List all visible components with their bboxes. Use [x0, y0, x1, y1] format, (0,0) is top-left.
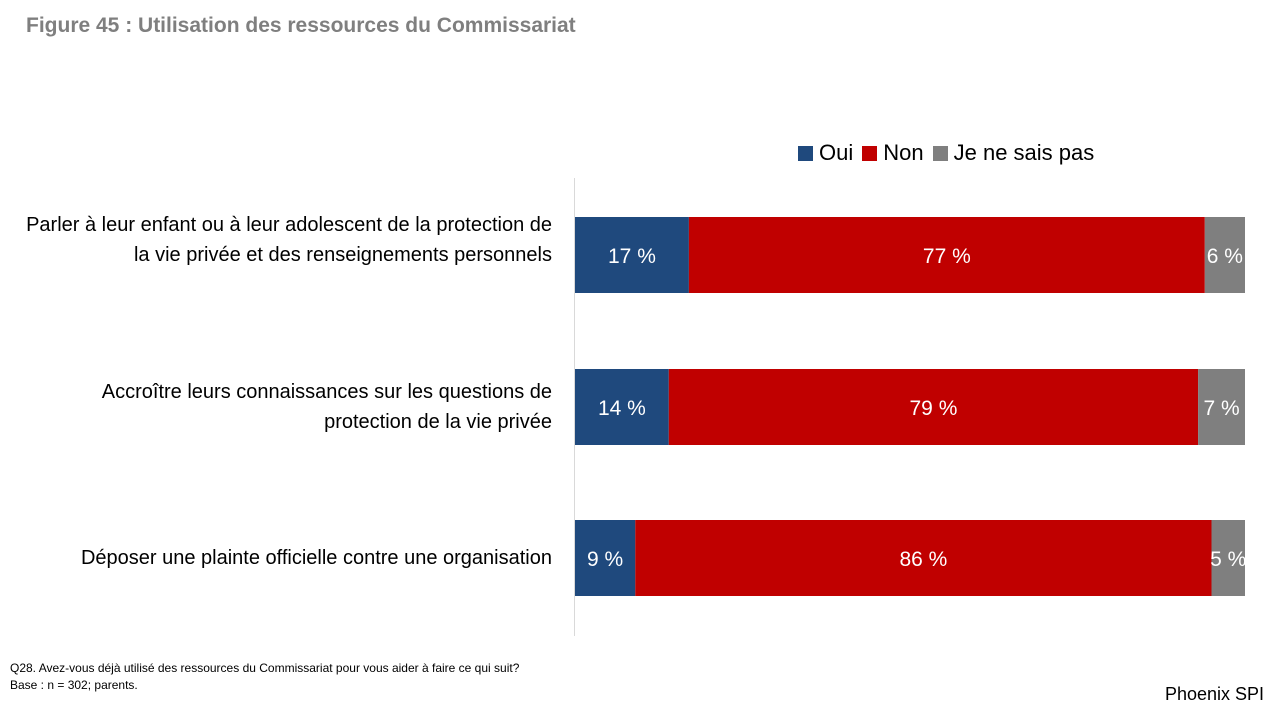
data-label-ne-sais-pas-2: 7 % [1203, 397, 1239, 420]
legend-swatch-non [862, 145, 878, 161]
legend-label-oui: Oui [819, 140, 854, 165]
bar-oui-3 [575, 520, 636, 596]
category-label-3: Déposer une plainte officielle contre un… [80, 547, 552, 569]
data-label-non-3: 86 % [899, 548, 947, 571]
footnote-question: Q28. Avez-vous déjà utilisé des ressourc… [10, 661, 520, 675]
data-label-oui-3: 9 % [587, 548, 623, 571]
legend-item-ne-sais-pas: Je ne sais pas [932, 140, 1095, 166]
bar-non-3 [635, 520, 1212, 596]
footnote: Q28. Avez-vous déjà utilisé des ressourc… [10, 660, 519, 694]
category-label-1: Parler à leur enfant ou à leur adolescen… [26, 214, 552, 266]
data-label-non-2: 79 % [910, 397, 958, 420]
category-label-2: Accroître leurs connaissances sur les qu… [101, 381, 552, 433]
chart-legend: Oui Non Je ne sais pas [798, 140, 1094, 166]
brand-logo-text: Phoenix SPI [1164, 684, 1264, 704]
data-label-non-1: 77 % [923, 245, 971, 268]
bar-ne-sais-pas-2 [1198, 369, 1245, 445]
bar-non-1 [688, 217, 1205, 293]
bar-ne-sais-pas-1 [1204, 217, 1245, 293]
legend-item-non: Non [862, 140, 924, 166]
bar-oui-1 [575, 217, 689, 293]
legend-swatch-ne-sais-pas [932, 145, 948, 161]
footnote-base: Base : n = 302; parents. [10, 678, 138, 692]
data-label-oui-2: 14 % [598, 397, 646, 420]
bar-ne-sais-pas-3 [1211, 520, 1245, 596]
data-label-oui-1: 17 % [608, 245, 656, 268]
legend-label-ne-sais-pas: Je ne sais pas [953, 140, 1095, 165]
chart-title: Figure 45 : Utilisation des ressources d… [26, 14, 576, 37]
legend-label-non: Non [883, 140, 924, 165]
legend-item-oui: Oui [798, 140, 853, 166]
data-label-ne-sais-pas-1: 6 % [1207, 245, 1243, 268]
bar-oui-2 [575, 369, 669, 445]
bar-non-2 [668, 369, 1199, 445]
legend-swatch-oui [798, 145, 813, 161]
data-label-ne-sais-pas-3: 5 % [1210, 548, 1246, 571]
